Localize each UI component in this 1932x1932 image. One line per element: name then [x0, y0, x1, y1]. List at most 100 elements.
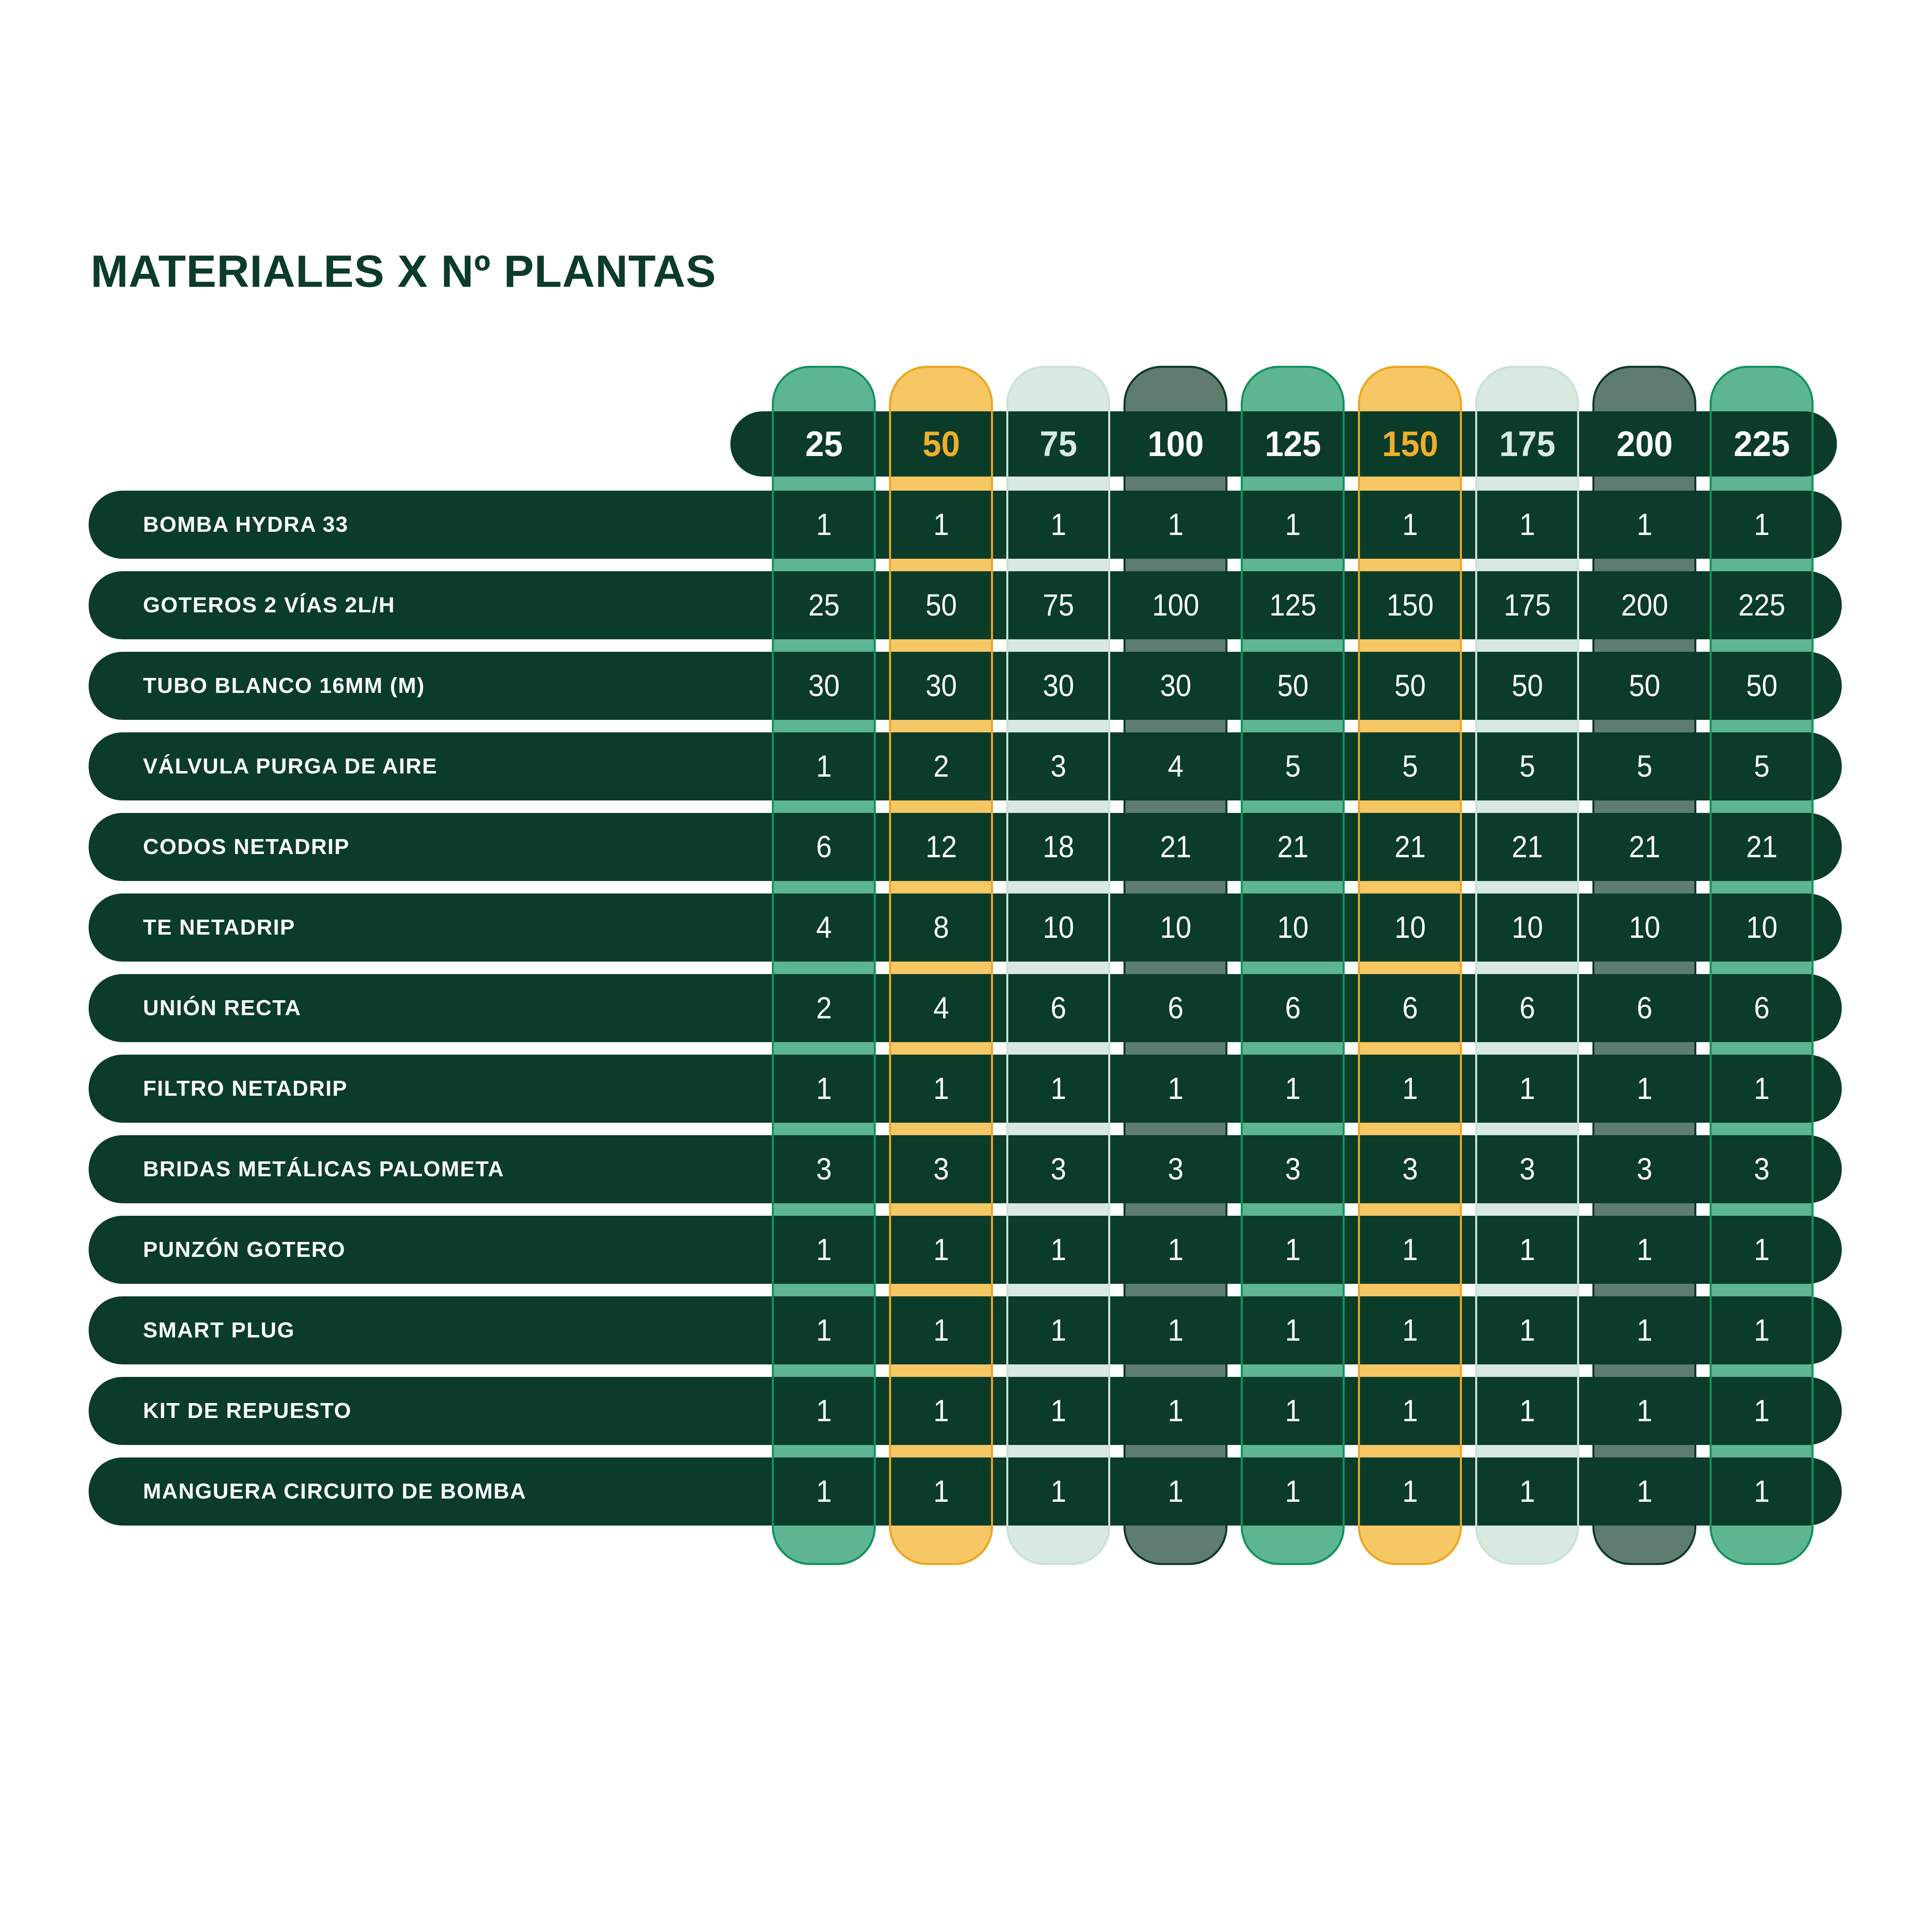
table-cell: 30 — [1043, 669, 1074, 703]
table-cell: 6 — [1168, 991, 1184, 1025]
row-label: KIT DE REPUESTO — [143, 1399, 352, 1423]
table-cell: 1 — [1754, 508, 1770, 542]
table-cell: 2 — [816, 991, 832, 1025]
table-cell: 1 — [816, 1394, 832, 1428]
table-cell: 8 — [933, 910, 949, 945]
table-cell: 1 — [1637, 1072, 1652, 1106]
table-row: PUNZÓN GOTERO — [89, 1216, 1842, 1284]
row-label: TE NETADRIP — [143, 915, 296, 939]
table-cell: 1 — [1285, 1313, 1301, 1347]
column-header-175: 175 — [1499, 424, 1556, 464]
table-cell: 1 — [1754, 1313, 1770, 1347]
table-cell: 12 — [925, 830, 957, 864]
table-cell: 21 — [1511, 830, 1543, 864]
table-row: FILTRO NETADRIP — [89, 1055, 1842, 1123]
table-row: TE NETADRIP — [89, 893, 1842, 962]
table-cell: 3 — [1051, 749, 1066, 784]
table-cell: 1 — [1402, 1394, 1418, 1428]
table-cell: 1 — [1285, 508, 1301, 542]
table-cell: 4 — [1168, 749, 1184, 784]
column-header-25: 25 — [805, 424, 843, 464]
table-row: CODOS NETADRIP — [89, 813, 1842, 881]
table-row: BRIDAS METÁLICAS PALOMETA — [89, 1135, 1842, 1203]
table-cell: 30 — [925, 669, 957, 703]
column-header-125: 125 — [1265, 424, 1321, 464]
row-label: FILTRO NETADRIP — [143, 1076, 348, 1101]
table-cell: 1 — [1402, 1313, 1418, 1347]
table-cell: 6 — [1051, 991, 1066, 1025]
table-cell: 1 — [1519, 1072, 1535, 1106]
column-pill-outline-225 — [1710, 366, 1814, 1565]
table-cell: 3 — [1519, 1152, 1535, 1186]
table-cell: 3 — [816, 1152, 832, 1186]
table-cell: 1 — [1519, 1313, 1535, 1347]
table-cell: 200 — [1621, 588, 1668, 622]
table-cell: 1 — [1285, 1072, 1301, 1106]
column-pill-outline-125 — [1241, 366, 1345, 1565]
row-label: PUNZÓN GOTERO — [143, 1238, 346, 1262]
table-cell: 1 — [1754, 1394, 1770, 1428]
table-cell: 10 — [1629, 910, 1660, 945]
table-row: TUBO BLANCO 16MM (M) — [89, 652, 1842, 720]
table-cell: 1 — [1402, 1072, 1418, 1106]
table-cell: 30 — [808, 669, 840, 703]
table-cell: 5 — [1402, 749, 1418, 784]
table-cell: 6 — [1519, 991, 1535, 1025]
table-cell: 10 — [1746, 910, 1778, 945]
table-cell: 1 — [933, 1072, 949, 1106]
row-label: SMART PLUG — [143, 1318, 295, 1342]
table-cell: 10 — [1043, 910, 1074, 945]
table-cell: 50 — [1746, 669, 1778, 703]
table-cell: 1 — [1168, 1474, 1184, 1509]
column-pill-125 — [1241, 366, 1345, 1565]
column-header-225: 225 — [1733, 424, 1790, 464]
table-cell: 225 — [1738, 588, 1785, 622]
table-cell: 175 — [1504, 588, 1551, 622]
column-pill-50 — [889, 366, 993, 1565]
column-pill-150 — [1358, 366, 1462, 1565]
table-row: GOTEROS 2 VÍAS 2L/H — [89, 571, 1842, 639]
table-cell: 21 — [1629, 830, 1660, 864]
table-cell: 2 — [933, 749, 949, 784]
table-cell: 1 — [1519, 508, 1535, 542]
table-cell: 30 — [1160, 669, 1192, 703]
table-row: KIT DE REPUESTO — [89, 1377, 1842, 1445]
table-cell: 21 — [1277, 830, 1309, 864]
table-cell: 1 — [1285, 1233, 1301, 1267]
table-cell: 1 — [1519, 1474, 1535, 1509]
table-cell: 1 — [1754, 1233, 1770, 1267]
table-cell: 50 — [1277, 669, 1309, 703]
table-cell: 3 — [1051, 1152, 1066, 1186]
table-cell: 18 — [1043, 830, 1074, 864]
table-cell: 1 — [1285, 1474, 1301, 1509]
column-pill-outline-150 — [1358, 366, 1462, 1565]
table-cell: 50 — [925, 588, 957, 622]
table-cell: 10 — [1511, 910, 1543, 945]
column-pill-outline-175 — [1475, 366, 1579, 1565]
column-header-50: 50 — [922, 424, 960, 464]
table-row: SMART PLUG — [89, 1296, 1842, 1364]
column-header-row: 25 50 75 100 125 150 175 200 225 — [765, 411, 1820, 477]
table-cell: 1 — [816, 1072, 832, 1106]
table-cell: 5 — [1285, 749, 1301, 784]
table-cell: 1 — [933, 1474, 949, 1509]
table-cell: 1 — [1051, 1233, 1066, 1267]
table-cell: 1 — [1051, 1394, 1066, 1428]
table-cell: 1 — [1402, 1474, 1418, 1509]
column-pill-outline-25 — [772, 366, 876, 1565]
column-header-100: 100 — [1147, 424, 1204, 464]
table-cell: 10 — [1394, 910, 1426, 945]
row-label: VÁLVULA PURGA DE AIRE — [143, 754, 438, 778]
table-cell: 21 — [1394, 830, 1426, 864]
column-pill-175 — [1475, 366, 1579, 1565]
table-cell: 1 — [816, 749, 832, 784]
table-cell: 1 — [933, 1233, 949, 1267]
table-cell: 1 — [1754, 1072, 1770, 1106]
table-cell: 1 — [1168, 508, 1184, 542]
column-pill-75 — [1006, 366, 1110, 1565]
table-cell: 1 — [1051, 1474, 1066, 1509]
table-cell: 3 — [1285, 1152, 1301, 1186]
table-cell: 1 — [933, 1313, 949, 1347]
table-cell: 1 — [1519, 1233, 1535, 1267]
